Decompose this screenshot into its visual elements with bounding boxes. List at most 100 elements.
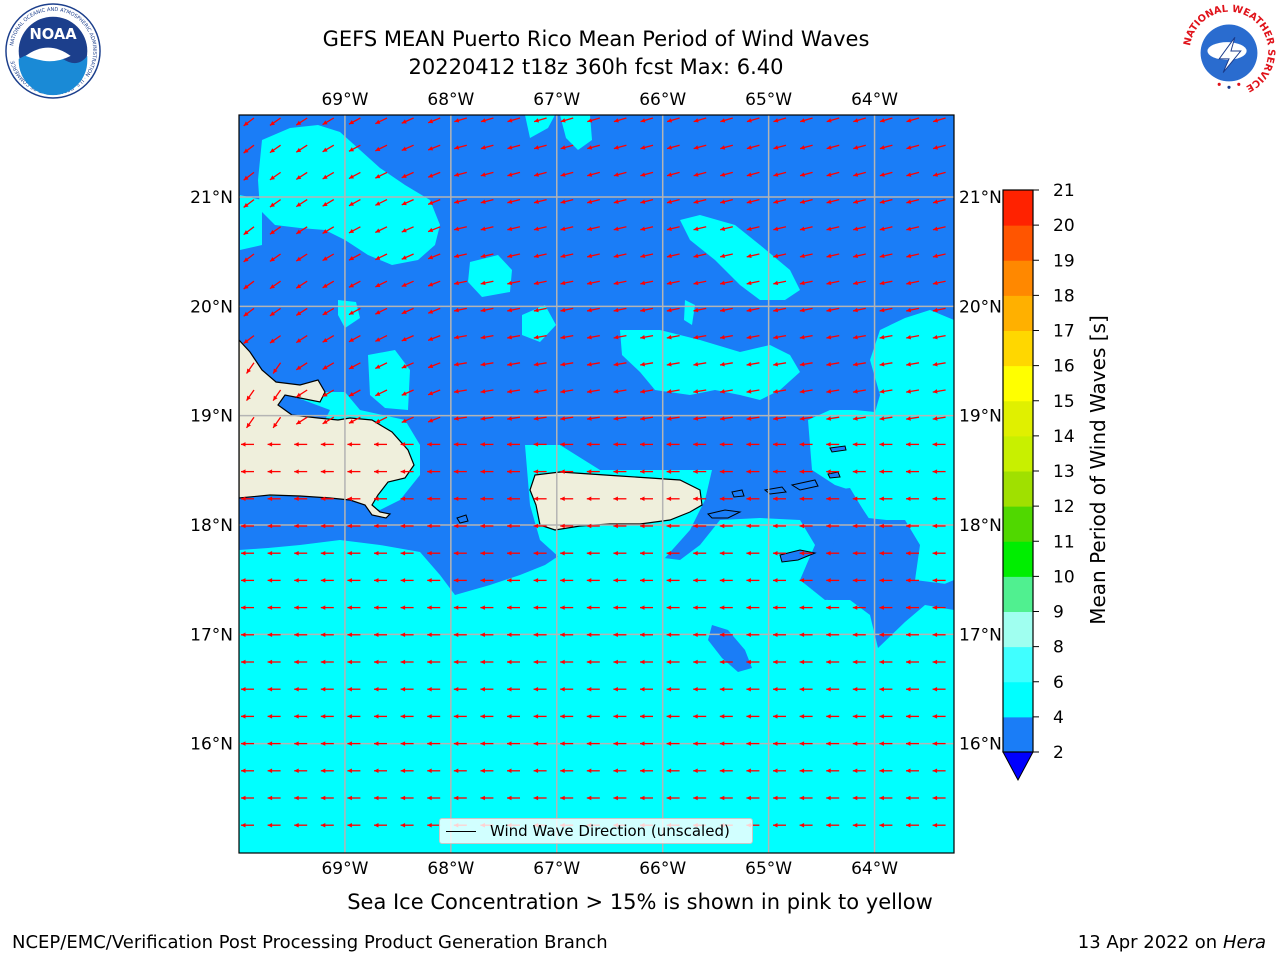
wind-arrow bbox=[746, 389, 760, 394]
wind-arrow bbox=[295, 307, 308, 316]
wind-arrow bbox=[799, 171, 813, 177]
wind-arrow bbox=[348, 362, 361, 370]
wind-arrow bbox=[243, 199, 255, 208]
wind-arrow bbox=[295, 335, 308, 344]
wind-arrow bbox=[720, 144, 733, 150]
small-islands bbox=[456, 445, 847, 563]
wind-arrow bbox=[586, 280, 600, 286]
wind-arrow bbox=[746, 714, 760, 719]
wind-arrow bbox=[560, 523, 574, 529]
wind-arrow bbox=[693, 469, 707, 474]
wind-arrow bbox=[587, 198, 600, 204]
wind-arrow bbox=[852, 550, 866, 556]
wind-arrow bbox=[480, 442, 494, 447]
national-weather-service-logo-icon: NATIONAL WEATHER SERVICE bbox=[1181, 4, 1276, 99]
wind-arrow bbox=[586, 496, 600, 502]
wind-arrow bbox=[906, 389, 920, 394]
colorbar-tick-label: 2 bbox=[1053, 743, 1064, 763]
footer-date: 13 Apr 2022 on Hera bbox=[1078, 932, 1266, 953]
wind-arrow bbox=[693, 198, 707, 204]
wind-arrow bbox=[826, 334, 840, 340]
wind-arrow bbox=[241, 686, 254, 692]
wind-arrow bbox=[400, 605, 414, 610]
wind-arrow bbox=[693, 253, 707, 259]
wind-arrow bbox=[427, 307, 441, 314]
wind-arrow bbox=[666, 144, 680, 150]
wind-arrow bbox=[693, 768, 707, 774]
wind-arrow bbox=[507, 144, 521, 150]
wind-arrow bbox=[295, 199, 308, 208]
wind-arrow bbox=[826, 578, 840, 583]
wind-arrow bbox=[480, 550, 494, 556]
wind-arrow bbox=[852, 253, 866, 259]
lon-tick-label-bottom: 67°W bbox=[533, 859, 580, 879]
wind-arrow bbox=[932, 362, 946, 367]
wind-arrow bbox=[773, 416, 787, 421]
puerto-rico-land bbox=[529, 471, 703, 531]
wind-arrow bbox=[427, 632, 441, 638]
wind-arrow bbox=[267, 550, 281, 556]
wind-arrow bbox=[693, 632, 707, 638]
wind-arrow bbox=[400, 741, 414, 746]
wind-arrow bbox=[480, 523, 494, 529]
wind-arrow bbox=[427, 686, 441, 692]
wind-arrow bbox=[613, 741, 627, 746]
lat-tick-label-left: 20°N bbox=[190, 297, 233, 317]
wind-arrow bbox=[241, 523, 254, 529]
colorbar-tick-label: 4 bbox=[1053, 708, 1064, 728]
wind-arrow bbox=[773, 605, 786, 610]
wind-arrow bbox=[906, 307, 920, 313]
wind-arrow bbox=[879, 741, 893, 746]
wind-arrow bbox=[246, 389, 255, 402]
wind-arrow bbox=[427, 117, 441, 124]
wind-arrow bbox=[243, 226, 255, 236]
wind-arrow bbox=[826, 442, 840, 447]
wind-arrow bbox=[613, 226, 627, 231]
wind-arrow bbox=[640, 280, 654, 286]
wind-arrow bbox=[613, 280, 627, 286]
wind-arrow bbox=[533, 280, 547, 286]
wind-arrow bbox=[773, 307, 787, 313]
wind-arrow bbox=[480, 280, 494, 286]
wind-arrow bbox=[879, 117, 893, 123]
wind-arrow bbox=[241, 632, 254, 638]
wind-arrow bbox=[852, 632, 866, 638]
wind-arrow bbox=[586, 659, 600, 665]
wind-arrow bbox=[693, 686, 707, 692]
wind-arrow bbox=[560, 144, 574, 150]
wind-arrow bbox=[906, 578, 919, 583]
wind-arrow bbox=[294, 496, 308, 502]
wind-arrow bbox=[640, 550, 653, 556]
wind-arrow bbox=[587, 144, 600, 150]
lat-tick-label-right: 17°N bbox=[959, 625, 1002, 645]
wind-arrow bbox=[852, 659, 866, 665]
wind-arrow bbox=[826, 416, 840, 421]
wind-arrow bbox=[852, 768, 866, 774]
wind-arrow bbox=[243, 171, 255, 181]
map-area bbox=[239, 115, 954, 853]
latitude-ticks-right: 21°N 20°N 19°N 18°N 17°N 16°N bbox=[959, 188, 1002, 755]
wind-arrow bbox=[533, 605, 547, 610]
wind-arrow bbox=[693, 362, 707, 367]
wind-arrow bbox=[932, 334, 946, 340]
wind-arrow bbox=[401, 307, 414, 315]
wind-arrow bbox=[427, 253, 441, 260]
wind-arrow bbox=[746, 198, 760, 204]
wind-arrow bbox=[852, 523, 866, 529]
wind-arrow bbox=[799, 253, 813, 259]
wind-arrow bbox=[719, 442, 733, 447]
wind-arrow bbox=[586, 686, 600, 692]
wind-arrow bbox=[932, 795, 946, 801]
wind-arrow bbox=[374, 822, 387, 828]
wind-arrow bbox=[347, 632, 361, 638]
wind-arrow bbox=[719, 632, 733, 638]
wind-arrow bbox=[826, 253, 840, 259]
wind-arrow bbox=[932, 822, 946, 828]
wind-arrow bbox=[879, 714, 893, 719]
wind-arrow bbox=[666, 117, 680, 123]
wind-arrow bbox=[401, 226, 414, 233]
wind-arrow bbox=[613, 198, 627, 204]
colorbar-tick-label: 9 bbox=[1053, 603, 1064, 623]
wind-arrow bbox=[480, 768, 494, 774]
wind-arrow bbox=[613, 496, 627, 502]
